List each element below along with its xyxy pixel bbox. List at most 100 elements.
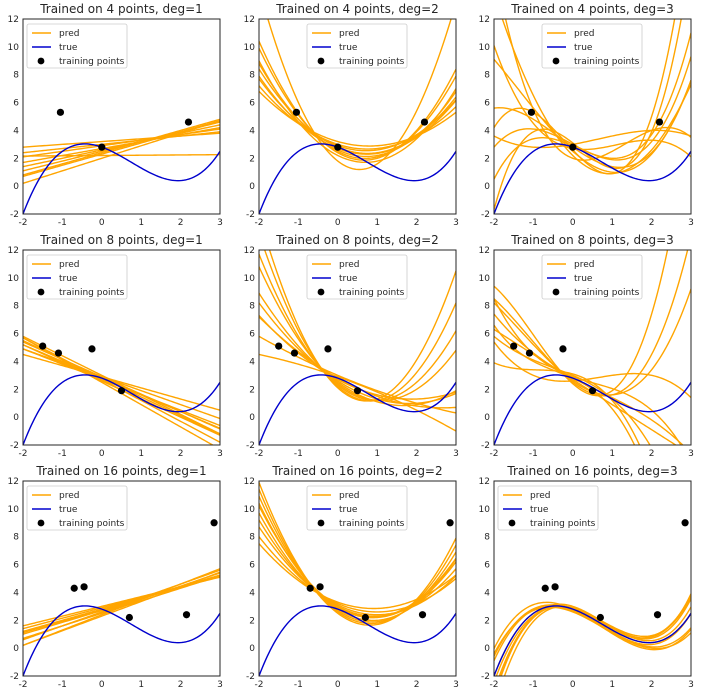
x-tick-label: 0 bbox=[335, 449, 341, 459]
true-line bbox=[259, 143, 456, 214]
training-point bbox=[54, 349, 63, 357]
pred-line bbox=[259, 526, 456, 616]
legend-item-pred: pred bbox=[547, 29, 594, 39]
legend-item-true: true bbox=[32, 43, 78, 53]
legend-swatch bbox=[37, 288, 45, 296]
y-tick-label: 0 bbox=[249, 644, 255, 654]
x-tick-label: -1 bbox=[58, 218, 67, 228]
legend-swatch bbox=[317, 57, 325, 65]
plot-frame bbox=[493, 249, 692, 446]
y-tick-label: 2 bbox=[13, 385, 19, 395]
legend-item-true: true bbox=[312, 505, 358, 515]
training-point bbox=[681, 519, 689, 527]
legend-label: training points bbox=[530, 519, 596, 529]
y-tick-label: 12 bbox=[244, 246, 255, 256]
y-tick-label: 4 bbox=[484, 357, 490, 367]
x-tick-label: 1 bbox=[609, 218, 615, 228]
y-tick-label: 10 bbox=[244, 505, 256, 515]
y-tick-label: 8 bbox=[13, 71, 19, 81]
y-tick-label: 4 bbox=[249, 126, 255, 136]
legend-item-true: true bbox=[547, 274, 593, 284]
x-tick-label: 2 bbox=[649, 218, 655, 228]
pred-line bbox=[494, 604, 691, 657]
legend-label: true bbox=[59, 505, 78, 515]
training-point bbox=[596, 613, 604, 622]
y-tick-label: 12 bbox=[8, 15, 19, 25]
y-tick-label: 4 bbox=[13, 126, 19, 136]
true-line bbox=[23, 143, 220, 214]
legend-label: training points bbox=[574, 57, 640, 67]
y-tick-label: 2 bbox=[484, 385, 490, 395]
x-tick-label: 1 bbox=[609, 680, 615, 690]
plot-frame bbox=[493, 18, 692, 215]
training-point bbox=[306, 584, 314, 592]
pred-line bbox=[259, 536, 456, 613]
training-point bbox=[117, 387, 126, 395]
legend-item-points: training points bbox=[508, 519, 596, 529]
training-point bbox=[446, 519, 454, 527]
subplot-title: Trained on 8 points, deg=2 bbox=[275, 233, 439, 247]
subplot-2: Trained on 4 points, deg=2-2 -1 0 1 2 3-20246… bbox=[244, 2, 459, 228]
legend-label: true bbox=[574, 274, 593, 284]
training-point bbox=[353, 387, 362, 395]
x-tick-label: 1 bbox=[609, 449, 615, 459]
x-tick-label: -2 bbox=[490, 449, 499, 459]
pred-line bbox=[23, 341, 220, 430]
pred-line bbox=[259, 253, 456, 402]
legend-item-pred: pred bbox=[547, 260, 594, 270]
y-tick-label: 12 bbox=[244, 15, 255, 25]
subplot-title: Trained on 8 points, deg=3 bbox=[510, 233, 674, 247]
y-tick-label: 12 bbox=[479, 246, 490, 256]
legend-label: training points bbox=[339, 57, 405, 67]
y-tick-label: 2 bbox=[13, 154, 19, 164]
training-point bbox=[56, 108, 65, 116]
y-tick-label: -2 bbox=[246, 210, 255, 220]
training-point bbox=[182, 611, 191, 619]
y-tick-label: 6 bbox=[484, 99, 490, 109]
x-tick-label: 1 bbox=[374, 218, 380, 228]
legend: pred true training points bbox=[26, 23, 128, 69]
legend-swatch bbox=[37, 57, 45, 65]
legend-label: pred bbox=[339, 491, 359, 501]
y-tick-label: 6 bbox=[13, 99, 19, 109]
pred-line bbox=[23, 120, 220, 185]
x-tick-label: 3 bbox=[217, 218, 223, 228]
x-tick-label: 3 bbox=[688, 680, 694, 690]
training-point bbox=[324, 345, 332, 353]
legend-item-points: training points bbox=[317, 519, 405, 529]
pred-line bbox=[259, 512, 456, 619]
y-tick-label: 8 bbox=[484, 302, 490, 312]
x-tick-label: 0 bbox=[570, 218, 576, 228]
y-tick-label: 8 bbox=[249, 302, 255, 312]
x-tick-label: -2 bbox=[255, 218, 264, 228]
true-line bbox=[259, 605, 456, 676]
true-line bbox=[494, 143, 691, 214]
legend: pred true training points bbox=[306, 23, 408, 69]
training-point bbox=[420, 118, 429, 126]
pred-line bbox=[23, 572, 220, 640]
pred-line bbox=[259, 489, 456, 625]
x-tick-label: 1 bbox=[138, 680, 144, 690]
y-tick-label: -2 bbox=[10, 441, 19, 451]
x-tick-label: 0 bbox=[335, 218, 341, 228]
legend-item-true: true bbox=[547, 43, 593, 53]
legend-swatch bbox=[552, 288, 560, 296]
plot-frame bbox=[493, 480, 692, 677]
x-tick-label: 0 bbox=[570, 449, 576, 459]
y-tick-label: 6 bbox=[249, 99, 255, 109]
legend-label: training points bbox=[59, 288, 125, 298]
x-tick-label: 0 bbox=[335, 680, 341, 690]
training-point bbox=[275, 342, 283, 350]
y-tick-label: 10 bbox=[479, 43, 491, 53]
legend-item-points: training points bbox=[552, 57, 640, 67]
legend: pred true training points bbox=[541, 23, 643, 69]
plot-frame bbox=[22, 18, 221, 215]
plot-frame bbox=[258, 18, 457, 215]
pred-line bbox=[23, 353, 220, 411]
legend-label: true bbox=[574, 43, 593, 53]
subplot-3: Trained on 4 points, deg=3-2 -1 0 1 2 3-20246… bbox=[479, 2, 694, 228]
subplot-title: Trained on 4 points, deg=1 bbox=[39, 2, 203, 16]
training-point bbox=[88, 345, 96, 353]
y-tick-label: 8 bbox=[249, 533, 255, 543]
